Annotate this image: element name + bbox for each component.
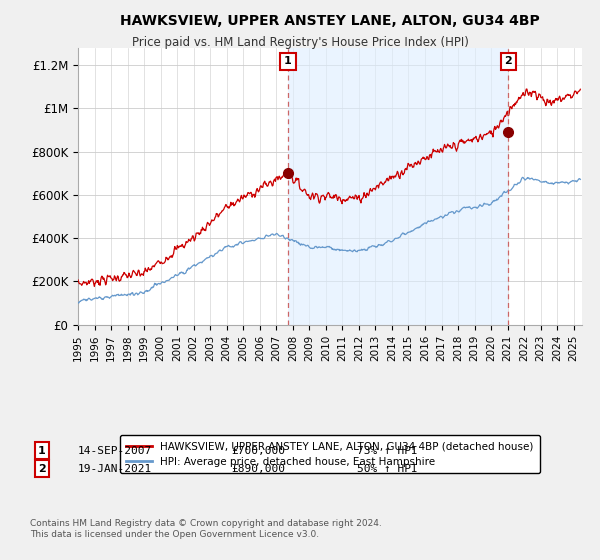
Text: 1: 1 [38,446,46,456]
Text: £700,000: £700,000 [231,446,285,456]
Text: Price paid vs. HM Land Registry's House Price Index (HPI): Price paid vs. HM Land Registry's House … [131,36,469,49]
Text: 73% ↑ HPI: 73% ↑ HPI [357,446,418,456]
Text: 1: 1 [284,57,292,67]
Text: Contains HM Land Registry data © Crown copyright and database right 2024.
This d: Contains HM Land Registry data © Crown c… [30,520,382,539]
Text: £890,000: £890,000 [231,464,285,474]
Title: HAWKSVIEW, UPPER ANSTEY LANE, ALTON, GU34 4BP: HAWKSVIEW, UPPER ANSTEY LANE, ALTON, GU3… [120,15,540,29]
Text: 2: 2 [505,57,512,67]
Legend: HAWKSVIEW, UPPER ANSTEY LANE, ALTON, GU34 4BP (detached house), HPI: Average pri: HAWKSVIEW, UPPER ANSTEY LANE, ALTON, GU3… [120,435,540,473]
Text: 14-SEP-2007: 14-SEP-2007 [78,446,152,456]
Bar [288,48,508,325]
Text: 2: 2 [38,464,46,474]
Text: 19-JAN-2021: 19-JAN-2021 [78,464,152,474]
Text: 50% ↑ HPI: 50% ↑ HPI [357,464,418,474]
